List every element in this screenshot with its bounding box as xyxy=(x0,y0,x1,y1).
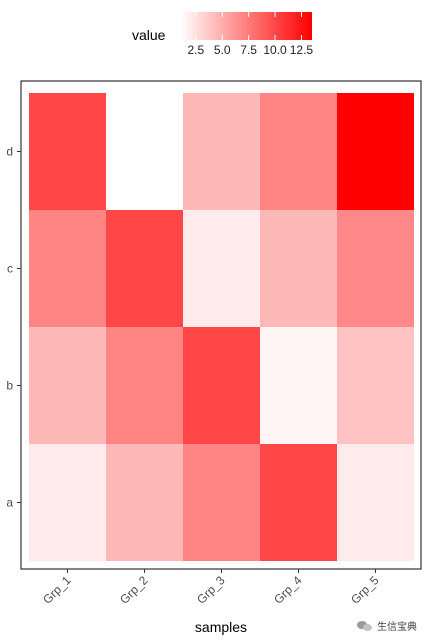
heatmap-cell xyxy=(337,93,414,210)
heatmap-cell xyxy=(260,93,337,210)
heatmap-cell xyxy=(183,210,260,327)
heatmap-cell xyxy=(106,444,183,561)
y-tick-label: d xyxy=(6,145,13,159)
y-tick-label: a xyxy=(6,496,13,510)
heatmap-cell xyxy=(106,93,183,210)
heatmap-cell xyxy=(29,210,106,327)
legend-color-bar xyxy=(180,12,312,40)
x-axis: Grp_1 Grp_2 Grp_3 Grp_4 Grp_5 xyxy=(40,569,382,607)
wechat-icon xyxy=(357,620,373,632)
heatmap-cell xyxy=(260,327,337,444)
heatmap-cell xyxy=(29,444,106,561)
legend-tick-label: 10.0 xyxy=(263,43,287,57)
x-tick-label: Grp_4 xyxy=(271,573,305,607)
heatmap-cell xyxy=(183,444,260,561)
y-tick-label: b xyxy=(6,379,13,393)
legend-tick-label: 7.5 xyxy=(240,43,257,57)
legend-tick-label: 5.0 xyxy=(214,43,231,57)
x-axis-title: samples xyxy=(195,619,247,635)
x-tick-label: Grp_3 xyxy=(194,573,228,607)
y-axis: d c b a xyxy=(6,145,21,510)
watermark: 生信宝典 xyxy=(357,618,417,633)
legend-tick-label: 2.5 xyxy=(187,43,204,57)
x-tick-label: Grp_2 xyxy=(117,573,151,607)
heatmap-cell xyxy=(337,210,414,327)
x-tick-label: Grp_1 xyxy=(40,573,74,607)
y-tick-label: c xyxy=(7,262,13,276)
heatmap-cell xyxy=(106,210,183,327)
heatmap-cell xyxy=(106,327,183,444)
color-legend: value 2.5 5.0 7.5 10.0 12.5 xyxy=(132,12,313,57)
x-tick-label: Grp_5 xyxy=(348,573,382,607)
heatmap-cell xyxy=(183,327,260,444)
legend-title: value xyxy=(132,27,166,43)
heatmap-cells xyxy=(29,93,414,561)
heatmap-cell xyxy=(260,444,337,561)
heatmap-cell xyxy=(260,210,337,327)
heatmap-cell xyxy=(337,327,414,444)
heatmap-cell xyxy=(337,444,414,561)
heatmap-cell xyxy=(29,327,106,444)
watermark-text: 生信宝典 xyxy=(377,622,417,633)
heatmap-cell xyxy=(183,93,260,210)
legend-ticks: 2.5 5.0 7.5 10.0 12.5 xyxy=(187,12,313,57)
heatmap-cell xyxy=(29,93,106,210)
legend-tick-label: 12.5 xyxy=(290,43,314,57)
